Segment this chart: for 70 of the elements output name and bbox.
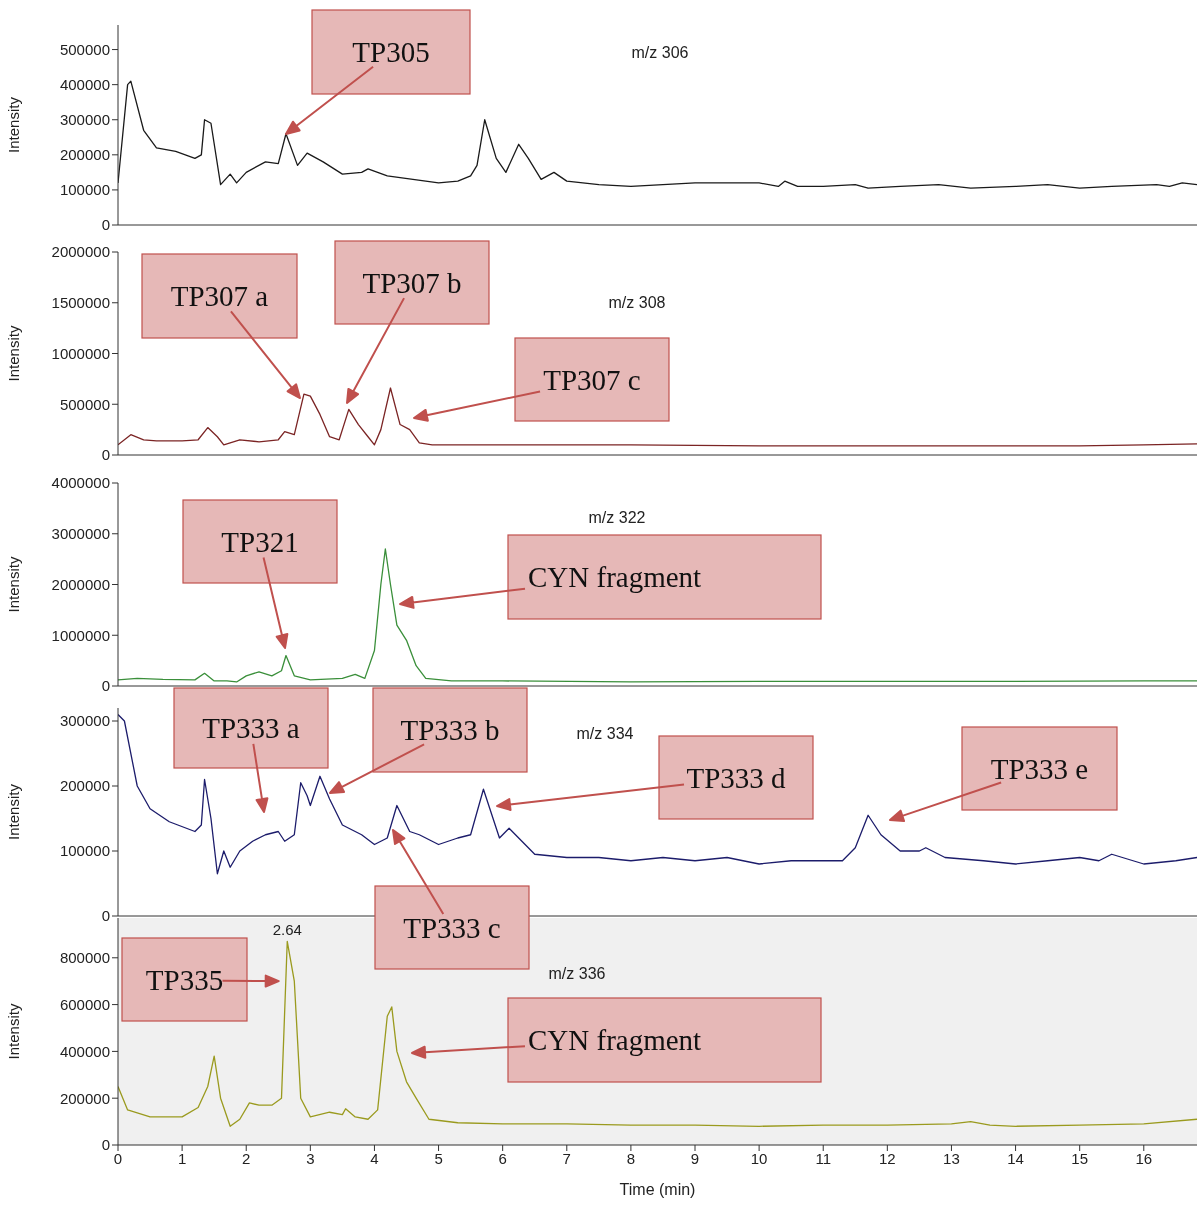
annotation: CYN fragment: [528, 561, 702, 593]
x-tick-label: 11: [815, 1149, 832, 1167]
annotation: TP333 b: [400, 714, 500, 746]
y-tick-label: 0: [101, 446, 110, 464]
annotation: TP307 b: [362, 266, 462, 299]
x-tick-label: 3: [306, 1149, 315, 1167]
y-tick-label: 0: [101, 907, 110, 925]
annotation: TP321: [221, 525, 299, 558]
annotation: CYN fragment: [528, 1024, 702, 1056]
y-axis-title: Intensity: [5, 783, 23, 840]
y-tick-label: 300000: [59, 111, 110, 129]
x-tick-label: 1: [177, 1149, 187, 1167]
annotation: TP333 e: [990, 752, 1089, 785]
y-axis-title: Intensity: [5, 96, 23, 153]
y-tick-label: 0: [101, 1136, 110, 1154]
annotation: TP333 c: [403, 911, 501, 944]
annotation: TP307 a: [170, 280, 269, 312]
y-tick-label: 500000: [59, 40, 110, 58]
annotation: TP333 a: [202, 712, 300, 744]
text: m/z 308: [608, 294, 666, 311]
y-tick-label: 1000000: [51, 344, 110, 362]
y-tick-label: 3000000: [51, 525, 110, 543]
y-tick-label: 200000: [59, 777, 110, 795]
y-axis-title: Intensity: [5, 1003, 23, 1060]
x-tick-label: 8: [626, 1149, 636, 1167]
annotation: TP333 d: [686, 761, 787, 794]
x-tick-label: 2: [242, 1149, 251, 1167]
x-tick-label: 7: [562, 1149, 571, 1167]
y-axis-title: Intensity: [5, 556, 23, 613]
y-tick-label: 600000: [59, 995, 110, 1013]
y-tick-label: 4000000: [51, 474, 110, 492]
text: m/z 334: [576, 725, 634, 742]
y-tick-label: 100000: [59, 181, 110, 199]
x-tick-label: 16: [1135, 1149, 1153, 1167]
x-tick-label: 0: [113, 1149, 123, 1167]
y-tick-label: 0: [101, 216, 110, 234]
line-series: [118, 80, 1197, 189]
x-tick-label: 15: [1071, 1149, 1089, 1167]
y-tick-label: 400000: [59, 1042, 110, 1060]
y-tick-label: 300000: [59, 712, 110, 730]
y-tick-label: 800000: [59, 949, 110, 967]
x-tick-label: 6: [498, 1149, 507, 1167]
y-tick-label: 400000: [59, 75, 110, 93]
annotation: 2.64: [272, 921, 302, 939]
x-axis-title: Time (min): [619, 1181, 696, 1198]
y-axis-title: Intensity: [5, 325, 23, 382]
text: m/z 322: [588, 509, 646, 526]
x-tick-label: 12: [879, 1149, 896, 1167]
text: m/z 306: [631, 44, 689, 61]
text: m/z 336: [548, 965, 606, 982]
y-tick-label: 200000: [59, 1089, 110, 1107]
line-series: [118, 713, 1197, 875]
annotation: TP335: [145, 963, 224, 996]
y-tick-label: 200000: [59, 146, 110, 164]
x-tick-label: 4: [370, 1149, 379, 1167]
annotation: TP307 c: [543, 363, 641, 396]
x-tick-label: 13: [943, 1149, 960, 1167]
annotation: TP305: [352, 36, 430, 68]
y-tick-label: 100000: [59, 842, 110, 860]
line-series: [118, 940, 1197, 1127]
x-tick-label: 14: [1007, 1149, 1024, 1167]
y-tick-label: 2000000: [51, 243, 110, 261]
y-tick-label: 0: [101, 677, 110, 695]
y-tick-label: 1500000: [51, 294, 110, 312]
x-tick-label: 5: [434, 1149, 443, 1167]
y-tick-label: 500000: [59, 395, 110, 413]
x-tick-label: 10: [750, 1149, 768, 1167]
y-tick-label: 2000000: [51, 575, 110, 593]
x-tick-label: 9: [690, 1149, 700, 1167]
y-tick-label: 1000000: [51, 626, 110, 644]
